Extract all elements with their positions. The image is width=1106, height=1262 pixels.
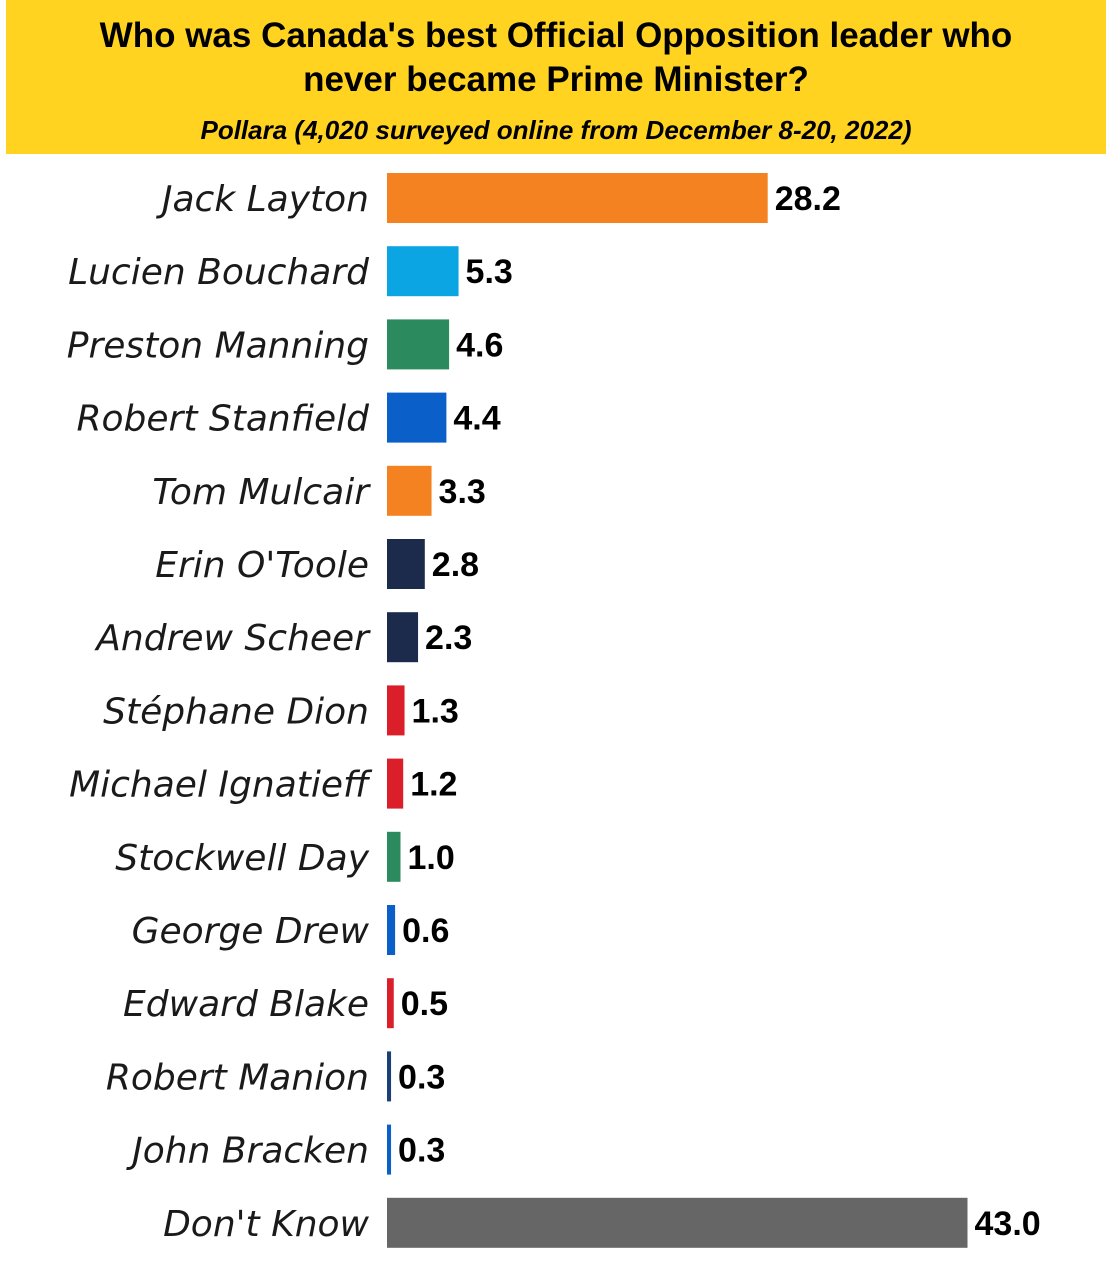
bar-9 [387, 831, 401, 882]
value-label-12: 0.3 [398, 1058, 445, 1096]
chart-title-line-2: never became Prime Minister? [303, 60, 809, 99]
value-label-11: 0.5 [401, 985, 448, 1023]
value-label-6: 2.3 [425, 619, 472, 657]
bar-7 [387, 685, 405, 736]
category-label-4: Tom Mulcair [152, 472, 371, 513]
value-label-8: 1.2 [410, 766, 457, 804]
chart-title-line-1: Who was Canada's best Official Oppositio… [99, 16, 1013, 55]
category-label-12: Robert Manion [106, 1057, 369, 1098]
category-label-1: Lucien Bouchard [68, 252, 370, 293]
category-label-8: Michael Ignatieff [69, 765, 373, 806]
category-label-11: Edward Blake [123, 984, 369, 1025]
value-label-13: 0.3 [398, 1132, 445, 1170]
category-label-2: Preston Manning [67, 325, 369, 366]
bar-6 [387, 612, 419, 663]
category-label-9: Stockwell Day [115, 838, 369, 879]
bar-13 [387, 1124, 392, 1175]
bar-1 [387, 246, 459, 297]
category-label-14: Don't Know [163, 1204, 369, 1245]
value-label-4: 3.3 [439, 473, 486, 511]
bar-12 [387, 1051, 392, 1102]
category-label-6: Andrew Scheer [94, 618, 371, 659]
bar-10 [387, 905, 396, 955]
category-label-3: Robert Stanfield [77, 399, 371, 440]
chart-header: Who was Canada's best Official Oppositio… [6, 0, 1106, 154]
value-label-1: 5.3 [466, 253, 513, 291]
bar-11 [387, 978, 394, 1029]
category-label-0: Jack Layton [156, 179, 369, 220]
bar-4 [387, 465, 432, 516]
chart-title: Who was Canada's best Official Oppositio… [6, 14, 1106, 102]
value-label-10: 0.6 [402, 912, 449, 950]
value-label-2: 4.6 [456, 326, 503, 364]
bar-14 [387, 1197, 968, 1248]
bar-2 [387, 319, 450, 370]
value-label-3: 4.4 [453, 400, 500, 438]
value-label-14: 43.0 [975, 1205, 1041, 1243]
bar-8 [387, 758, 404, 809]
category-label-5: Erin O'Toole [155, 545, 369, 586]
value-label-7: 1.3 [412, 692, 459, 730]
bar-0 [387, 173, 768, 223]
value-label-0: 28.2 [775, 180, 841, 218]
bar-5 [387, 539, 425, 589]
category-label-13: John Bracken [126, 1131, 369, 1172]
value-label-5: 2.8 [432, 546, 479, 584]
bar-3 [387, 392, 447, 443]
chart-subtitle: Pollara (4,020 surveyed online from Dece… [200, 115, 912, 145]
value-label-9: 1.0 [408, 839, 455, 877]
category-label-7: Stéphane Dion [103, 691, 369, 732]
category-label-10: George Drew [132, 911, 370, 952]
